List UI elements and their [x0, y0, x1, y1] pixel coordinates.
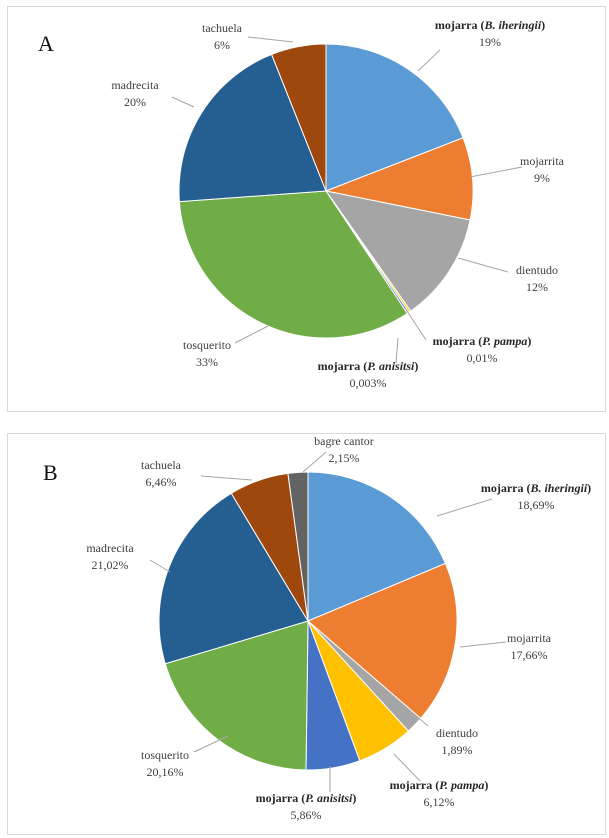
- slice-label-bagre-cantor: bagre cantor: [314, 434, 374, 448]
- leader-line-mojarra-p-pampa: [404, 307, 427, 341]
- leader-line-mojarra-p-anisitsi: [395, 337, 399, 364]
- slice-label-dientudo: dientudo: [436, 726, 478, 740]
- slice-value-bagre-cantor: 2,15%: [329, 451, 360, 465]
- pie-slice-tosquerito: [164, 620, 309, 771]
- leader-line-mojarra-p-pampa: [393, 753, 421, 782]
- slice-label-madrecita: madrecita: [86, 541, 134, 555]
- leader-line-dientudo: [457, 257, 509, 273]
- leader-line-tachuela: [200, 475, 253, 481]
- slice-label-mojarra-b-iheringii: mojarra (B. iheringii): [435, 18, 545, 32]
- slice-label-madrecita: madrecita: [111, 78, 159, 92]
- slice-value-tachuela: 6%: [214, 38, 230, 52]
- leader-line-mojarra-b-iheringii: [417, 49, 441, 72]
- pie-slice-dientudo: [324, 190, 471, 312]
- panel-letter-a: A: [38, 31, 54, 56]
- slice-label-mojarra-p-pampa: mojarra (P. pampa): [390, 778, 489, 792]
- slice-label-mojarra-p-anisitsi: mojarra (P. anisitsi): [256, 791, 357, 805]
- slice-label-tachuela: tachuela: [141, 458, 182, 472]
- slice-value-mojarrita: 17,66%: [511, 648, 548, 662]
- slice-value-tachuela: 6,46%: [146, 475, 177, 489]
- slice-label-mojarrita: mojarrita: [520, 154, 565, 168]
- pie-slice-mojarrita: [307, 562, 458, 720]
- leader-line-tosquerito: [193, 735, 229, 753]
- slice-label-dientudo: dientudo: [516, 263, 558, 277]
- slice-label-tachuela: tachuela: [202, 21, 243, 35]
- pie-chart-a: mojarra (B. iheringii) 19% mojarrita 9% dien…: [111, 18, 565, 390]
- leader-line-madrecita: [149, 559, 171, 573]
- slice-label-tosquerito: tosquerito: [183, 338, 231, 352]
- slice-label-tosquerito: tosquerito: [141, 748, 189, 762]
- leader-line-mojarra-b-iheringii: [436, 498, 493, 517]
- leader-line-dientudo: [413, 713, 429, 727]
- leader-line-tosquerito: [234, 324, 271, 344]
- pie-slice-bagre-cantor: [287, 471, 309, 622]
- slice-label-mojarrita: mojarrita: [507, 631, 552, 645]
- pie-slice-mojarrita: [324, 137, 474, 221]
- leader-line-bagre-cantor: [302, 451, 327, 473]
- slice-value-mojarra-b-iheringii: 19%: [479, 35, 501, 49]
- slice-label-mojarra-b-iheringii: mojarra (B. iheringii): [481, 481, 591, 495]
- slice-value-dientudo: 1,89%: [442, 743, 473, 757]
- pie-slice-tosquerito: [178, 190, 409, 339]
- slice-value-tosquerito: 20,16%: [147, 765, 184, 779]
- slice-value-dientudo: 12%: [526, 280, 548, 294]
- leader-line-mojarrita: [459, 641, 507, 648]
- slice-value-mojarra-p-pampa: 6,12%: [424, 795, 455, 809]
- slice-value-madrecita: 21,02%: [92, 558, 129, 572]
- pie-slice-madrecita: [158, 492, 309, 665]
- slice-value-mojarra-b-iheringii: 18,69%: [518, 498, 555, 512]
- pie-slice-mojarra-b-iheringii: [325, 43, 464, 192]
- slice-label-mojarra-p-pampa: mojarra (P. pampa): [433, 334, 532, 348]
- chart-panel-a: A mojarra (B. iheringii) 19% mojarrita 9% di…: [7, 6, 606, 412]
- leader-line-madrecita: [171, 96, 195, 108]
- leader-line-tachuela: [247, 36, 294, 43]
- slice-value-mojarra-p-anisitsi: 0,003%: [350, 376, 387, 390]
- pie-chart-b: mojarra (B. iheringii) 18,69% mojarrita 17,…: [86, 434, 591, 822]
- panel-letter-b: B: [43, 460, 58, 485]
- pie-slice-madrecita: [178, 53, 327, 203]
- slice-value-tosquerito: 33%: [196, 355, 218, 369]
- slice-value-mojarra-p-pampa: 0,01%: [467, 351, 498, 365]
- slice-value-mojarra-p-anisitsi: 5,86%: [291, 808, 322, 822]
- leader-line-mojarrita: [469, 166, 523, 178]
- chart-panel-b: B mojarra (B. iheringii) 18,69% mojarrita 1…: [7, 433, 606, 835]
- slice-value-madrecita: 20%: [124, 95, 146, 109]
- pie-slice-mojarra-b-iheringii: [307, 471, 447, 622]
- pie-slice-tachuela: [270, 43, 327, 192]
- slice-label-mojarra-p-anisitsi: mojarra (P. anisitsi): [318, 359, 419, 373]
- slice-value-mojarrita: 9%: [534, 171, 550, 185]
